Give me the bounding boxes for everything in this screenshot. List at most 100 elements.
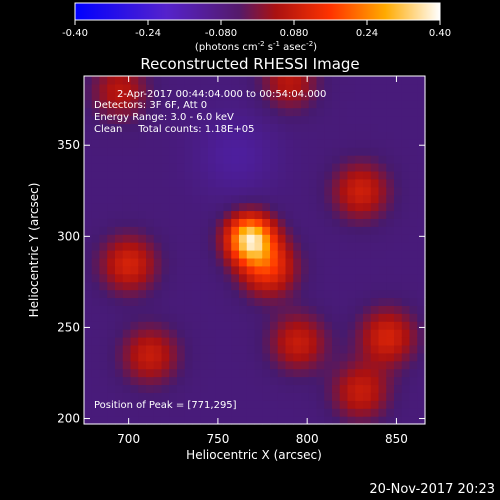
heatmap-cell: [332, 234, 341, 243]
heatmap-cell: [138, 242, 147, 251]
heatmap-cell: [138, 147, 147, 156]
heatmap-cell: [401, 202, 411, 212]
heatmap-cell: [130, 163, 139, 172]
heatmap-cell: [339, 139, 349, 148]
heatmap-cell: [277, 360, 287, 370]
heatmap-cell: [200, 265, 209, 275]
heatmap-cell: [184, 297, 194, 306]
heatmap-cell: [161, 384, 170, 393]
heatmap-cell: [394, 202, 403, 212]
heatmap-cell: [355, 123, 364, 132]
heatmap-cell: [200, 234, 209, 243]
heatmap-cell: [130, 297, 139, 306]
heatmap-cell: [277, 178, 287, 188]
heatmap-cell: [339, 321, 349, 330]
heatmap-cell: [115, 329, 124, 338]
heatmap-cell: [146, 139, 155, 148]
heatmap-cell: [115, 170, 124, 180]
heatmap-cell: [301, 344, 310, 354]
heatmap-cell: [138, 281, 147, 291]
heatmap-cell: [107, 297, 116, 306]
heatmap-cell: [370, 178, 380, 188]
heatmap-cell: [200, 321, 209, 330]
heatmap-cell: [208, 242, 217, 251]
x-axis-label: Heliocentric X (arcsec): [186, 448, 322, 462]
heatmap-cell: [208, 337, 217, 346]
heatmap-cell: [130, 281, 139, 291]
heatmap-cell: [107, 178, 116, 188]
heatmap-cell: [192, 329, 201, 338]
heatmap-cell: [401, 368, 411, 378]
heatmap-cell: [192, 202, 201, 212]
heatmap-cell: [386, 368, 395, 378]
heatmap-cell: [84, 408, 93, 417]
heatmap-cell: [355, 297, 364, 306]
heatmap-cell: [363, 416, 372, 425]
heatmap-cell: [417, 416, 426, 425]
heatmap-cell: [146, 186, 155, 196]
heatmap-cell: [301, 384, 310, 393]
heatmap-cell: [223, 265, 232, 275]
heatmap-cell: [107, 384, 116, 393]
heatmap-cell: [192, 178, 201, 188]
heatmap-cell: [293, 234, 302, 243]
heatmap-cell: [99, 107, 108, 117]
heatmap-cell: [246, 202, 256, 212]
heatmap-cell: [293, 218, 302, 227]
heatmap-cell: [370, 257, 380, 267]
heatmap-cell: [417, 163, 426, 172]
heatmap-cell: [153, 139, 163, 148]
heatmap-cell: [231, 408, 240, 417]
heatmap-cell: [370, 337, 380, 346]
heatmap-cell: [285, 147, 294, 156]
heatmap-cell: [254, 107, 263, 117]
heatmap-cell: [246, 376, 256, 386]
heatmap-cell: [138, 115, 147, 125]
heatmap-cell: [130, 76, 139, 85]
heatmap-cell: [153, 155, 163, 164]
heatmap-cell: [417, 384, 426, 393]
heatmap-cell: [285, 139, 294, 148]
heatmap-cell: [347, 400, 356, 409]
colorbar-tick-label: 0.40: [429, 28, 451, 39]
heatmap-cell: [192, 305, 201, 314]
heatmap-cell: [308, 289, 318, 299]
heatmap-cell: [122, 139, 132, 148]
heatmap-cell: [192, 186, 201, 196]
heatmap-cell: [169, 91, 178, 101]
heatmap-cell: [270, 210, 279, 219]
heatmap-cell: [200, 337, 209, 346]
heatmap-cell: [223, 131, 232, 140]
heatmap-cell: [378, 313, 387, 322]
heatmap-cell: [301, 242, 310, 251]
heatmap-cell: [409, 408, 418, 417]
heatmap-cell: [301, 400, 310, 409]
heatmap-cell: [347, 163, 356, 172]
heatmap-cell: [192, 360, 201, 370]
heatmap-cell: [355, 115, 364, 125]
heatmap-cell: [215, 139, 225, 148]
heatmap-cell: [138, 273, 147, 283]
heatmap-cell: [215, 289, 225, 299]
heatmap-cell: [246, 321, 256, 330]
heatmap-cell: [401, 99, 411, 109]
heatmap-cell: [200, 170, 209, 180]
heatmap-cell: [355, 360, 364, 370]
heatmap-cell: [115, 281, 124, 291]
heatmap-cell: [231, 242, 240, 251]
heatmap-cell: [347, 305, 356, 314]
heatmap-cell: [246, 107, 256, 117]
heatmap-cell: [262, 186, 271, 196]
heatmap-cell: [363, 376, 372, 386]
heatmap-cell: [146, 99, 155, 109]
heatmap-cell: [324, 265, 333, 275]
heatmap-cell: [347, 250, 356, 259]
heatmap-cell: [378, 107, 387, 117]
heatmap-cell: [355, 281, 364, 291]
heatmap-cell: [262, 139, 271, 148]
heatmap-cell: [239, 368, 248, 378]
heatmap-cell: [293, 321, 302, 330]
heatmap-cell: [378, 218, 387, 227]
heatmap-cell: [84, 139, 93, 148]
heatmap-cell: [84, 99, 93, 109]
